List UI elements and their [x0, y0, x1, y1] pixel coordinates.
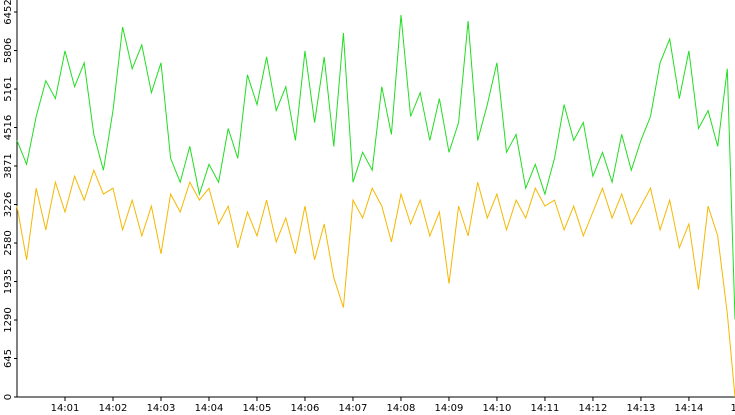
- x-tick-label: 14:02: [99, 403, 128, 414]
- y-tick-label: 1290: [3, 307, 14, 332]
- x-tick-label: 14:13: [627, 403, 656, 414]
- x-tick-label: 14:11: [531, 403, 560, 414]
- x-tick-label: 14:07: [339, 403, 368, 414]
- x-tick-label: 14:03: [147, 403, 176, 414]
- y-tick-label: 1935: [3, 269, 14, 294]
- x-tick-label: 14:08: [387, 403, 416, 414]
- y-tick-label: 3871: [3, 153, 14, 178]
- y-tick-label: 6452: [3, 0, 14, 25]
- x-tick-label: 14:01: [51, 403, 80, 414]
- x-tick-label: 14:10: [483, 403, 512, 414]
- y-tick-label: 2580: [3, 230, 14, 255]
- y-tick-label: 5161: [3, 76, 14, 101]
- y-tick-label: 4516: [3, 115, 14, 140]
- x-tick-label: 14:06: [291, 403, 320, 414]
- y-tick-label: 0: [3, 394, 14, 400]
- series-line: [16, 168, 735, 398]
- x-tick-label: 14:04: [195, 403, 224, 414]
- y-tick-label: 5806: [3, 38, 14, 63]
- y-tick-label: 645: [3, 349, 14, 368]
- x-tick-label: 14:12: [579, 403, 608, 414]
- x-tick-label: 14: [731, 403, 735, 414]
- x-tick-label: 14:05: [243, 403, 272, 414]
- x-tick-label: 14:09: [435, 403, 464, 414]
- x-tick-label: 14:14: [675, 403, 704, 414]
- y-tick-label: 3226: [3, 192, 14, 217]
- series-line: [16, 15, 735, 320]
